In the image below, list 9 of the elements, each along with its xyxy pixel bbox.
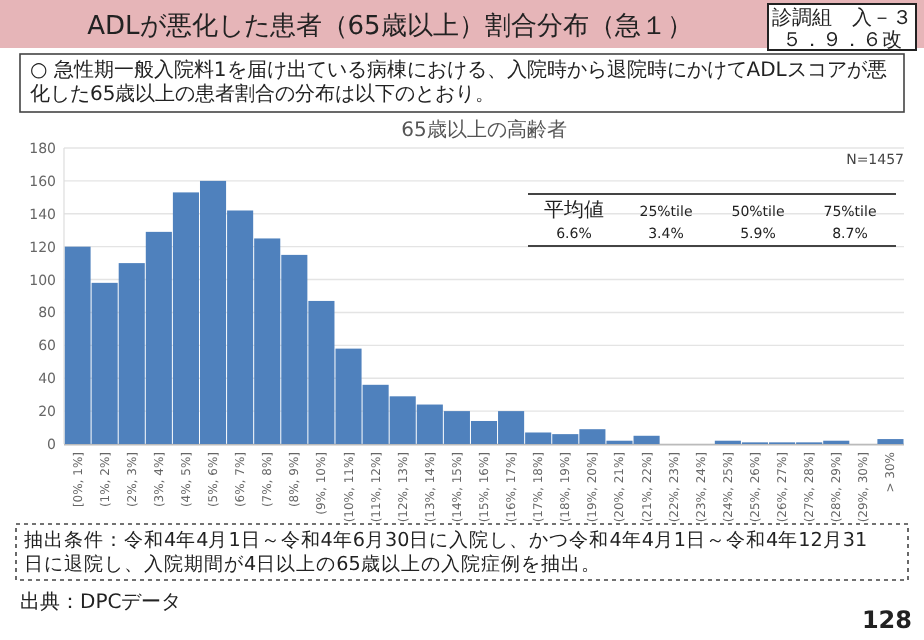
source-note: 出典：DPCデータ <box>20 590 182 614</box>
annotation: 平均値 <box>544 198 604 222</box>
text: 診調組 入－３ <box>772 6 912 30</box>
text: 65歳以上の高齢者 <box>401 118 567 142</box>
chart-title: ADLが悪化した患者（65歳以上）割合分布（急１） <box>87 12 693 42</box>
text: ５．９．６改 <box>782 30 902 52</box>
text: 128 <box>861 606 912 634</box>
chart-subtitle: ○ 急性期一般入院料1を届け出ている病棟における、入院時から退院時にかけてADLスコアが悪化した65歳以上の患者割合の分布は以下のとおり。 <box>30 58 887 106</box>
text: 抽出条件：令和4年4月1日～令和4年6月30日に入院し、かつ令和4年4月1日～令和4年12月31日に退院し、入院期間が4日以上の65歳以上の入院症例を抽出。 <box>24 528 868 576</box>
